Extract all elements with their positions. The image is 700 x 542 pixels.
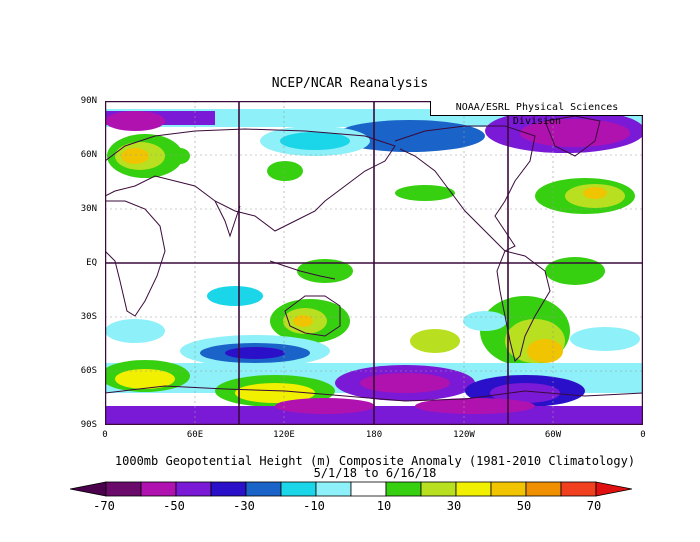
anomaly-map — [105, 101, 643, 425]
lat-label: 60N — [80, 150, 97, 160]
lon-label: 180 — [365, 430, 383, 440]
colorbar-segment — [280, 481, 317, 497]
colorbar-segment — [455, 481, 492, 497]
coastlines — [105, 115, 643, 402]
colorbar-label: -50 — [163, 499, 185, 513]
lat-label: 30N — [80, 204, 97, 214]
lat-label: 90S — [80, 420, 97, 430]
caption-line-1: 1000mb Geopotential Height (m) Composite… — [114, 454, 636, 468]
lat-label: 30S — [80, 312, 97, 322]
lat-label: EQ — [86, 258, 97, 268]
colorbar-segment — [105, 481, 142, 497]
lat-label: 90N — [80, 96, 97, 106]
lon-label: 120W — [453, 430, 475, 440]
colorbar-label: 10 — [376, 499, 392, 513]
reference-lines — [105, 101, 643, 425]
colorbar-segment — [420, 481, 457, 497]
colorbar-segment — [140, 481, 177, 497]
lon-label: 0 — [102, 430, 108, 440]
chart-title: NCEP/NCAR Reanalysis — [271, 76, 429, 91]
colorbar-segment — [490, 481, 527, 497]
colorbar-segment — [175, 481, 212, 497]
colorbar-label: 70 — [586, 499, 602, 513]
colorbar-label: -70 — [93, 499, 115, 513]
colorbar-label: -30 — [233, 499, 255, 513]
colorbar-segment — [350, 481, 387, 497]
colorbar-arrow-left — [70, 481, 107, 497]
colorbar-segment — [560, 481, 597, 497]
colorbar-segment — [245, 481, 282, 497]
colorbar-segment — [385, 481, 422, 497]
caption-line-2: 5/1/18 to 6/16/18 — [313, 466, 437, 480]
colorbar-segment — [210, 481, 247, 497]
credit-label: NOAA/ESRL Physical Sciences Division — [430, 101, 643, 127]
colorbar-label: 30 — [446, 499, 462, 513]
lon-label: 0 — [640, 430, 646, 440]
map-frame — [105, 101, 643, 425]
colorbar-segment — [525, 481, 562, 497]
colorbar-segment — [315, 481, 352, 497]
lat-label: 60S — [80, 366, 97, 376]
lon-label: 60W — [544, 430, 562, 440]
colorbar-arrow-right — [595, 481, 632, 497]
colorbar-label: 50 — [516, 499, 532, 513]
lon-label: 60E — [186, 430, 204, 440]
lon-label: 120E — [273, 430, 295, 440]
colorbar — [70, 481, 632, 497]
colorbar-label: -10 — [303, 499, 325, 513]
